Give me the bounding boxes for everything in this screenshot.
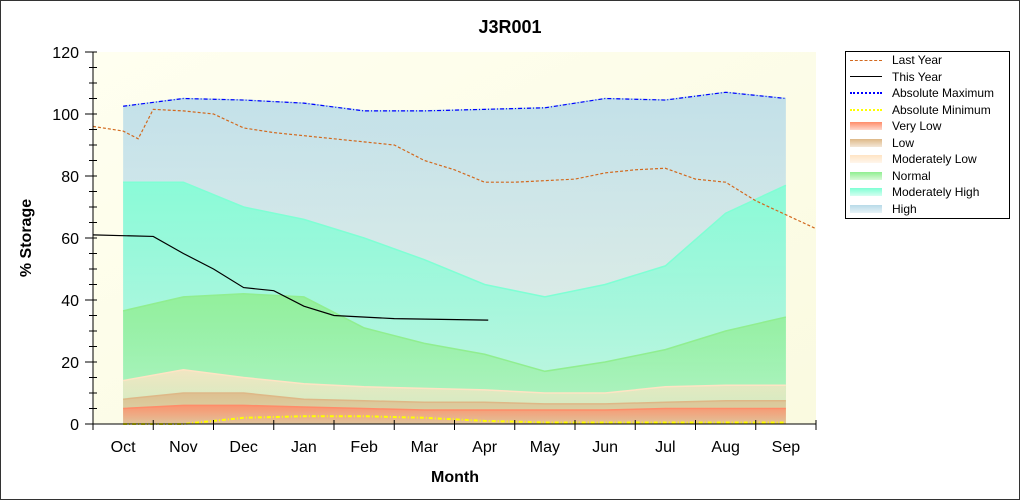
legend-item: Very Low <box>846 118 1009 135</box>
legend-swatch <box>850 108 882 111</box>
y-tick-label: 100 <box>52 107 79 124</box>
y-tick-label: 60 <box>61 231 79 248</box>
x-tick-label: Mar <box>411 439 439 456</box>
y-tick-label: 120 <box>52 45 79 62</box>
x-tick-label: Apr <box>472 439 498 456</box>
legend-swatch <box>850 122 882 131</box>
legend-item: Last Year <box>846 52 1009 69</box>
chart-title: J3R001 <box>478 17 541 37</box>
band-edge <box>122 368 786 394</box>
legend-item: Absolute Minimum <box>846 102 1009 119</box>
legend-swatch <box>850 188 882 197</box>
band-edge <box>123 181 787 298</box>
legend-swatch <box>850 92 882 95</box>
band-edge <box>123 392 786 405</box>
series-absolute-minimum <box>123 415 786 425</box>
y-tick-label: 40 <box>61 293 79 310</box>
legend-swatch <box>850 59 882 61</box>
series-last-year <box>92 108 817 230</box>
band-edge <box>123 404 786 411</box>
legend-item: Moderately High <box>846 184 1009 201</box>
legend-item: High <box>846 201 1009 218</box>
legend-label: Absolute Maximum <box>892 86 995 101</box>
x-tick-label: Dec <box>229 439 257 456</box>
legend-item: This Year <box>846 69 1009 86</box>
legend-item: Low <box>846 135 1009 152</box>
legend-item: Normal <box>846 168 1009 185</box>
x-tick-label: Jun <box>592 439 618 456</box>
legend-item: Absolute Maximum <box>846 85 1009 102</box>
legend-swatch <box>850 204 882 213</box>
legend-swatch <box>850 76 882 78</box>
legend-item: Moderately Low <box>846 151 1009 168</box>
legend-label: Absolute Minimum <box>892 102 991 117</box>
legend-swatch <box>850 138 882 147</box>
x-tick-label: Feb <box>350 439 378 456</box>
legend-label: Moderately High <box>892 185 980 200</box>
x-tick-label: Jul <box>655 439 675 456</box>
legend-label: Low <box>892 135 915 150</box>
x-tick-label: Nov <box>169 439 197 456</box>
legend-label: Moderately Low <box>892 152 977 167</box>
legend-label: Normal <box>892 168 931 183</box>
x-tick-label: Jan <box>291 439 317 456</box>
x-axis-label: Month <box>431 469 479 486</box>
legend-swatch <box>850 155 882 164</box>
legend: Last Year This Year Absolute Maximum Absolu… <box>845 51 1010 219</box>
legend-label: Very Low <box>892 119 942 134</box>
x-tick-label: Sep <box>772 439 801 456</box>
band-edge <box>122 293 787 373</box>
y-axis-label: % Storage <box>18 199 35 277</box>
series-this-year <box>92 234 489 321</box>
legend-label: Last Year <box>892 53 943 68</box>
y-tick-label: 20 <box>61 355 79 372</box>
y-tick-label: 80 <box>61 169 79 186</box>
legend-label: High <box>892 201 917 216</box>
y-tick-label: 0 <box>70 417 79 434</box>
series-absolute-maximum <box>123 91 786 112</box>
legend-label: This Year <box>892 69 943 84</box>
x-tick-label: Oct <box>111 439 136 456</box>
x-tick-label: May <box>530 439 560 456</box>
legend-swatch <box>850 171 882 180</box>
x-tick-label: Aug <box>711 439 739 456</box>
